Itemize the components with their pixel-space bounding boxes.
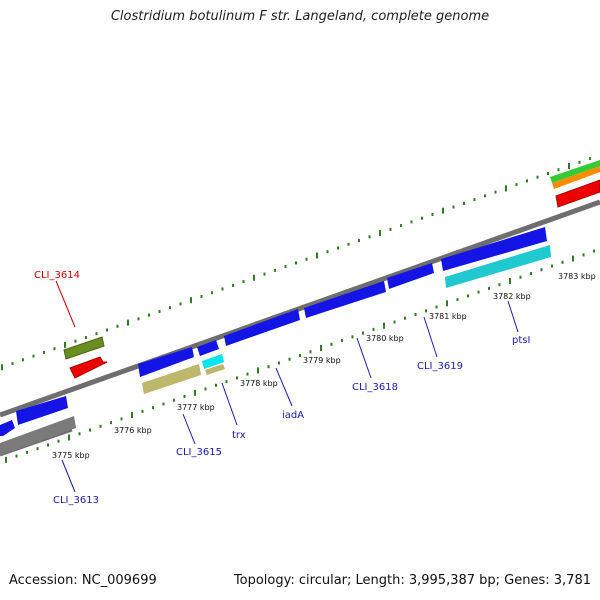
leader-cli-3618 bbox=[356, 337, 372, 379]
scale-tick-label: 3779 kbp bbox=[303, 356, 341, 365]
gene-label-cli-3614[interactable]: CLI_3614 bbox=[34, 270, 80, 281]
feature-cli-3614-arrow[interactable] bbox=[69, 356, 108, 379]
feature-right-orange[interactable] bbox=[552, 166, 600, 189]
scale-tick-label: 3777 kbp bbox=[177, 403, 215, 412]
gene-label-cli-3613[interactable]: CLI_3613 bbox=[53, 495, 99, 506]
scale-tick-label: 3775 kbp bbox=[52, 451, 90, 460]
gene-label-cli-3619[interactable]: CLI_3619 bbox=[417, 361, 463, 372]
feature-cli-3614-top[interactable] bbox=[63, 336, 105, 360]
scale-tick-label: 3778 kbp bbox=[240, 379, 278, 388]
upper-scale-dots bbox=[1, 157, 591, 371]
feature-khaki-3615[interactable] bbox=[142, 364, 201, 394]
scale-tick-label: 3781 kbp bbox=[429, 312, 467, 321]
scale-tick-label: 3780 kbp bbox=[366, 334, 404, 343]
gene-label-iada[interactable]: iadA bbox=[282, 410, 304, 421]
feature-khaki-small[interactable] bbox=[205, 364, 225, 375]
leader-cli-3619 bbox=[423, 316, 438, 358]
map-title: Clostridium botulinum F str. Langeland, … bbox=[110, 9, 490, 24]
feature-blue-iada[interactable] bbox=[224, 309, 300, 346]
feature-cyan-ptsi[interactable] bbox=[445, 245, 551, 288]
feature-right-red[interactable] bbox=[555, 179, 600, 208]
feature-blue-3615[interactable] bbox=[138, 347, 194, 377]
leader-iada bbox=[275, 367, 293, 407]
feature-blue-3619[interactable] bbox=[387, 263, 434, 289]
scale-tick-label: 3783 kbp bbox=[558, 272, 596, 281]
gene-label-trx[interactable]: trx bbox=[232, 430, 246, 441]
feature-right-green[interactable] bbox=[550, 160, 600, 183]
feature-blue-trx[interactable] bbox=[197, 340, 219, 356]
gene-label-cli-3618[interactable]: CLI_3618 bbox=[352, 382, 398, 393]
scale-tick-label: 3776 kbp bbox=[114, 426, 152, 435]
feature-blue-3618[interactable] bbox=[304, 281, 386, 318]
scale-tick-label: 3782 kbp bbox=[493, 292, 531, 301]
leader-cli-3613 bbox=[61, 459, 76, 493]
feature-left-blue-1[interactable] bbox=[0, 420, 15, 436]
feature-left-blue-2[interactable] bbox=[16, 396, 68, 425]
leader-ptsi bbox=[507, 300, 519, 333]
feature-blue-ptsi[interactable] bbox=[441, 227, 547, 271]
leader-cli-3614 bbox=[55, 280, 76, 328]
lower-scale-dots bbox=[5, 249, 595, 463]
gene-label-cli-3615[interactable]: CLI_3615 bbox=[176, 447, 222, 458]
accession-text: Accession: NC_009699 bbox=[9, 573, 157, 588]
leader-trx bbox=[221, 382, 238, 426]
gene-label-ptsi[interactable]: ptsI bbox=[512, 335, 530, 346]
genome-backbone bbox=[0, 199, 600, 418]
feature-gray-3613[interactable] bbox=[0, 416, 76, 455]
feature-cyan-trx[interactable] bbox=[202, 354, 224, 369]
leader-cli-3615 bbox=[182, 413, 196, 445]
genome-summary-text: Topology: circular; Length: 3,995,387 bp… bbox=[233, 573, 591, 588]
